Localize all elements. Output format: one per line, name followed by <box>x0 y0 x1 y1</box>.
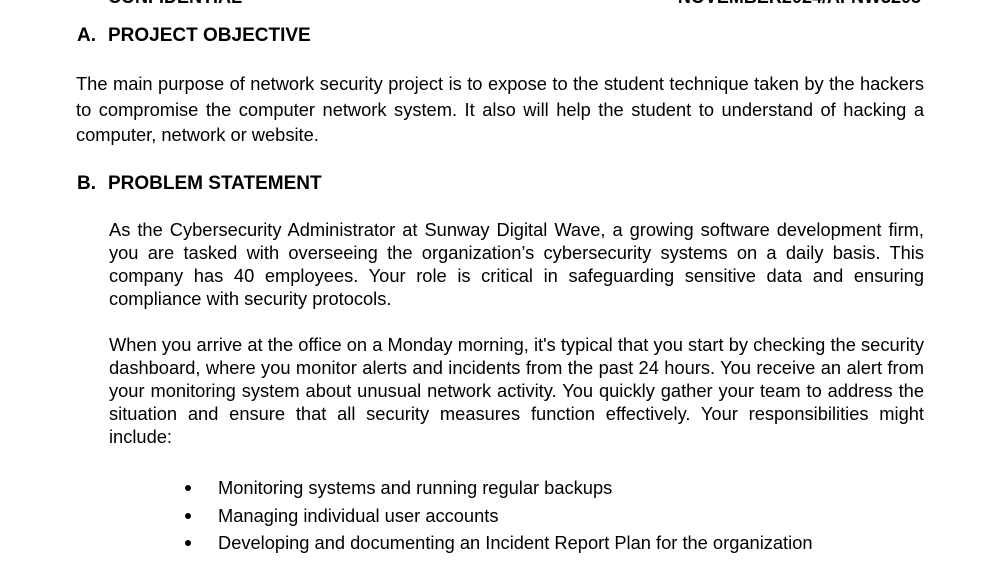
bullet-icon <box>185 540 191 546</box>
page-header: CONFIDENTIAL NOVEMBER2024/AFNW3205 <box>0 0 1001 7</box>
list-item-text: Developing and documenting an Incident R… <box>218 532 813 553</box>
list-item: Developing and documenting an Incident R… <box>183 529 813 557</box>
list-item-text: Monitoring systems and running regular b… <box>218 477 613 498</box>
header-confidential-label: CONFIDENTIAL <box>108 0 242 7</box>
responsibilities-list: Monitoring systems and running regular b… <box>183 474 813 557</box>
header-document-code: NOVEMBER2024/AFNW3205 <box>678 0 921 7</box>
project-objective-paragraph: The main purpose of network security pro… <box>76 73 924 145</box>
section-b-heading: B. PROBLEM STATEMENT <box>77 173 322 195</box>
section-b-title: PROBLEM STATEMENT <box>108 173 322 194</box>
bullet-icon <box>185 485 191 491</box>
problem-statement-paragraph-1: As the Cybersecurity Administrator at Su… <box>109 219 924 309</box>
list-item: Monitoring systems and running regular b… <box>183 474 813 502</box>
section-a-heading: A. PROJECT OBJECTIVE <box>77 25 311 47</box>
section-b-letter: B. <box>77 173 96 194</box>
section-a-letter: A. <box>77 25 96 46</box>
problem-statement-paragraph-2: When you arrive at the office on a Monda… <box>109 334 924 447</box>
section-a-title: PROJECT OBJECTIVE <box>108 25 311 46</box>
list-item: Managing individual user accounts <box>183 502 813 530</box>
list-item-text: Managing individual user accounts <box>218 504 499 526</box>
bullet-icon <box>185 512 191 519</box>
